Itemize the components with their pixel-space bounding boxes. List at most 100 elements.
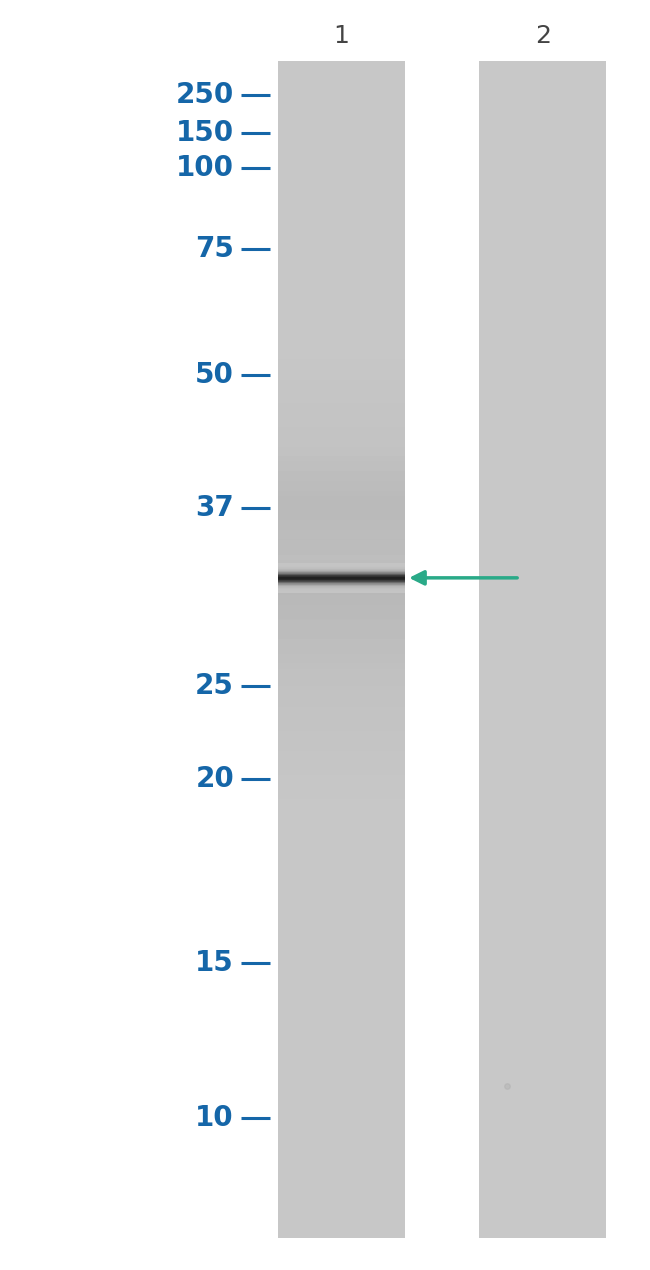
Bar (278, 123, 404, 126)
Bar (278, 362, 404, 364)
Bar (278, 304, 404, 306)
Bar (278, 503, 404, 507)
Bar (278, 716, 404, 719)
Bar (278, 837, 404, 839)
Bar (278, 246, 404, 250)
Bar (278, 1088, 404, 1091)
Bar (278, 480, 404, 483)
Bar (278, 610, 404, 612)
Bar (278, 277, 404, 279)
Bar (278, 315, 404, 318)
Bar (278, 704, 404, 707)
Bar (278, 137, 404, 141)
Bar (278, 389, 404, 391)
Bar (278, 344, 404, 347)
Bar (278, 329, 404, 333)
Bar (278, 763, 404, 766)
Bar (278, 126, 404, 128)
Bar (278, 616, 404, 620)
Bar (278, 1008, 404, 1011)
Bar (278, 297, 404, 300)
Bar (278, 141, 404, 144)
Bar (278, 398, 404, 400)
Bar (278, 547, 404, 551)
Bar (278, 855, 404, 857)
Bar (278, 745, 404, 748)
Bar (278, 982, 404, 984)
Bar (278, 226, 404, 229)
Bar (278, 371, 404, 373)
Bar (278, 660, 404, 663)
Bar (278, 424, 404, 427)
Bar (278, 899, 404, 902)
Bar (278, 893, 404, 895)
Bar (278, 486, 404, 489)
Bar (278, 728, 404, 730)
Bar (278, 516, 404, 518)
Bar (278, 351, 404, 353)
Bar (278, 754, 404, 757)
Bar (278, 188, 404, 190)
Bar (278, 707, 404, 710)
Bar (278, 683, 404, 687)
Bar (278, 608, 404, 612)
Bar (278, 540, 404, 545)
Bar (278, 338, 404, 342)
Bar (278, 418, 404, 420)
Bar (278, 300, 404, 304)
Bar (278, 681, 404, 683)
Bar (278, 411, 404, 415)
Bar (278, 875, 404, 879)
Bar (278, 168, 404, 170)
Bar (278, 110, 404, 114)
Bar (278, 103, 404, 105)
Bar (278, 471, 404, 476)
Bar (278, 483, 404, 486)
Bar (278, 1171, 404, 1173)
Bar (278, 975, 404, 979)
Bar (278, 1105, 404, 1109)
Bar (278, 796, 404, 799)
Bar (278, 817, 404, 819)
Bar (278, 1049, 404, 1053)
Bar (278, 698, 404, 701)
Bar (278, 1200, 404, 1203)
Bar (278, 804, 404, 808)
Bar (278, 730, 404, 734)
Bar (278, 119, 404, 123)
Bar (278, 551, 404, 554)
Bar (278, 993, 404, 996)
Bar (278, 1102, 404, 1105)
Bar (278, 669, 404, 672)
Bar (278, 128, 404, 132)
Bar (278, 1173, 404, 1176)
Bar (278, 320, 404, 324)
Bar (278, 429, 404, 433)
Bar (278, 988, 404, 991)
Bar (278, 643, 404, 645)
Bar (278, 721, 404, 725)
Bar (278, 1135, 404, 1138)
Bar (278, 217, 404, 220)
Bar (278, 1120, 404, 1123)
Bar (278, 991, 404, 993)
Bar (278, 97, 404, 99)
Bar (278, 1129, 404, 1132)
Bar (278, 105, 404, 108)
Bar (278, 1138, 404, 1140)
Bar (278, 177, 404, 179)
Bar (278, 386, 404, 389)
Bar (278, 1035, 404, 1038)
Bar (278, 1196, 404, 1200)
Bar (278, 931, 404, 935)
Bar (278, 1182, 404, 1185)
Bar (278, 587, 404, 589)
Bar (278, 1076, 404, 1080)
Bar (278, 170, 404, 173)
Bar (278, 64, 404, 67)
Bar (278, 380, 404, 382)
Bar (278, 630, 404, 634)
Bar (278, 1126, 404, 1129)
Bar (278, 516, 404, 521)
Bar (278, 1040, 404, 1044)
